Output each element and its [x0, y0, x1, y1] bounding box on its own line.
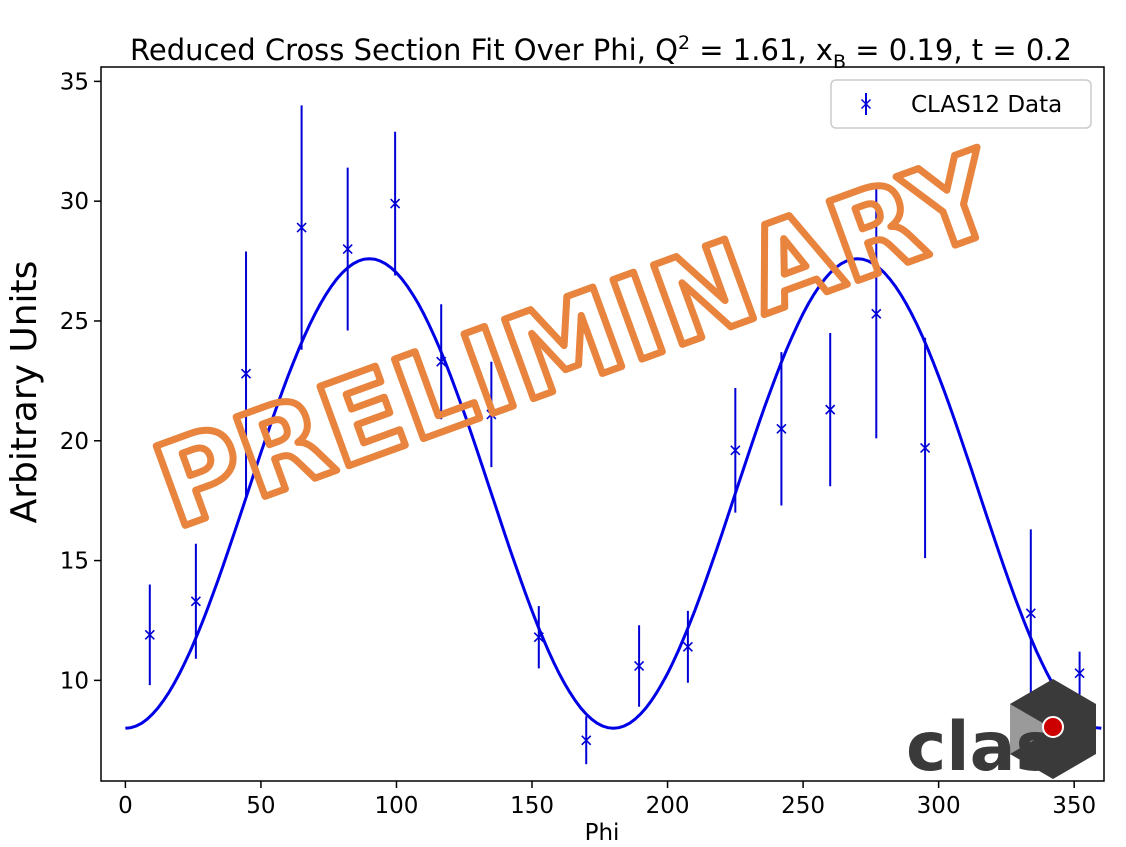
x-marker	[825, 404, 836, 415]
x-marker	[776, 423, 787, 434]
y-tick-label: 20	[60, 429, 89, 455]
x-marker	[533, 632, 544, 643]
data-point	[342, 167, 353, 331]
x-tick-label: 150	[510, 793, 554, 819]
legend-marker-symbol	[860, 98, 872, 110]
y-tick-label: 10	[60, 668, 89, 694]
data-point	[634, 625, 645, 707]
fit-curve	[125, 257, 1102, 730]
x-marker	[486, 409, 497, 420]
x-marker	[581, 735, 592, 746]
y-tick-label: 15	[60, 549, 89, 575]
x-tick-label: 0	[118, 793, 133, 819]
data-point	[486, 361, 497, 468]
fit-curve-layer	[125, 257, 1102, 730]
legend-box	[830, 79, 1092, 129]
logo-text: clas	[906, 708, 1056, 787]
logo-ball	[1042, 716, 1064, 738]
y-tick-label: 25	[60, 309, 89, 335]
x-marker	[682, 641, 693, 652]
legend-label: CLAS12 Data	[911, 92, 1062, 118]
data-point	[240, 251, 252, 496]
data-point	[682, 610, 693, 683]
x-marker	[871, 308, 882, 319]
y-axis-label: Arbitrary Units	[4, 261, 45, 524]
x-marker	[920, 442, 931, 454]
data-point	[1025, 529, 1036, 698]
preliminary-watermark: PRELIMINARY	[138, 126, 1016, 556]
x-marker	[730, 445, 741, 456]
data-point	[436, 304, 447, 420]
x-tick-label: 300	[917, 793, 961, 819]
x-marker	[634, 660, 645, 672]
x-tick-label: 350	[1052, 793, 1096, 819]
data-point	[776, 352, 787, 506]
data-points-layer	[144, 105, 1085, 765]
x-tick-label: 200	[646, 793, 690, 819]
logo-hexagon-face	[1010, 704, 1053, 754]
x-marker	[240, 368, 252, 379]
data-point	[296, 105, 307, 350]
y-tick-label: 35	[60, 69, 89, 95]
data-point	[581, 716, 592, 765]
x-marker	[436, 356, 447, 367]
data-point	[730, 388, 741, 513]
data-point	[1074, 651, 1085, 695]
data-point	[920, 337, 931, 559]
x-marker	[296, 222, 307, 233]
data-point	[390, 131, 401, 276]
x-marker	[190, 596, 201, 607]
plot-frame	[100, 66, 1105, 782]
y-tick-label: 30	[60, 189, 89, 215]
x-tick-label: 250	[781, 793, 825, 819]
x-axis-label: Phi	[585, 820, 620, 846]
legend: CLAS12 Data	[830, 79, 1092, 129]
clas-logo: clas	[906, 679, 1096, 787]
x-tick-label: 50	[246, 793, 275, 819]
data-point	[533, 606, 544, 669]
data-point	[871, 189, 882, 439]
chart-title: Reduced Cross Section Fit Over Phi, Q2 =…	[130, 32, 1072, 73]
data-point	[825, 332, 836, 487]
x-tick-label: 100	[375, 793, 419, 819]
x-marker	[1025, 608, 1036, 619]
data-point	[144, 584, 155, 686]
x-marker	[1074, 668, 1085, 679]
x-marker	[390, 198, 401, 209]
data-point	[190, 543, 201, 659]
axis-ticks: 0 50 100 150 200 250 300 350 10 15 20 25 30 35	[60, 69, 1096, 819]
x-marker	[342, 244, 353, 255]
x-marker	[144, 629, 155, 640]
